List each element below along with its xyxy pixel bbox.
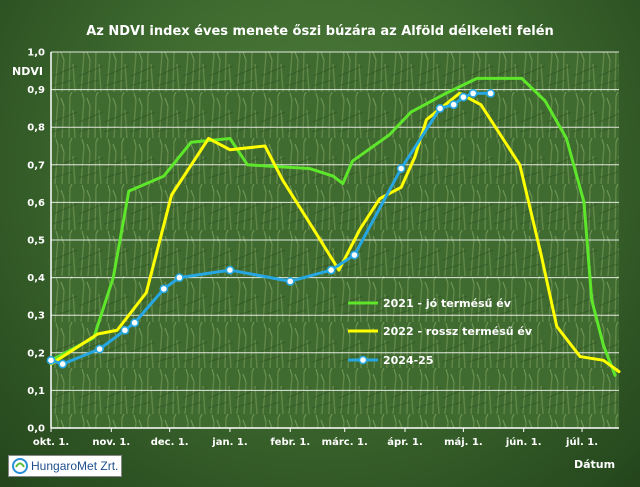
y-tick-label: 1,0: [27, 48, 45, 59]
gridlines: [50, 51, 619, 429]
x-tick-label: okt. 1.: [33, 437, 69, 448]
y-axis-label: NDVI: [12, 65, 43, 78]
data-point: [458, 92, 468, 102]
data-point: [174, 273, 184, 282]
y-tick-label: 0,1: [27, 386, 45, 397]
hungaromet-logo-icon: [12, 458, 28, 474]
data-point: [468, 88, 478, 98]
chart-title: Az NDVI index éves menete őszi búzára az…: [86, 24, 554, 39]
x-axis-label: Dátum: [574, 458, 615, 471]
x-tick-label: nov. 1.: [92, 437, 130, 448]
data-point: [130, 318, 140, 328]
y-tick-label: 0,5: [27, 236, 45, 247]
y-tick-label: 0,4: [27, 273, 45, 284]
y-tick-label: 0,6: [27, 198, 45, 209]
legend-marker: [358, 355, 368, 365]
y-tick-label: 0,9: [27, 85, 45, 96]
y-tick-labels: 0,0 0,1 0,2 0,3 0,4 0,5 0,6 0,7 0,8 0,9 1,0: [27, 48, 45, 435]
x-tick-label: júl. 1.: [565, 436, 598, 448]
x-tick-label: jan. 1.: [211, 437, 247, 448]
hungaromet-logo: HungaroMet Zrt.: [8, 455, 122, 477]
y-tick-label: 0,3: [27, 311, 45, 322]
logo-text: HungaroMet Zrt.: [31, 459, 119, 473]
y-tick-label: 0,8: [27, 123, 45, 134]
data-point: [486, 88, 496, 98]
data-point: [120, 325, 130, 335]
data-point: [396, 164, 406, 173]
legend-label: 2021 - jó termésű év: [383, 297, 512, 310]
data-point: [285, 276, 295, 286]
x-tick-label: máj. 1.: [444, 436, 483, 448]
legend-label: 2024-25: [383, 354, 434, 367]
data-point: [449, 100, 459, 110]
legend-label: 2022 - rossz termésű év: [383, 325, 533, 338]
data-point: [95, 344, 105, 354]
series-line-2: [49, 91, 621, 374]
x-tick-label: ápr. 1.: [387, 436, 422, 448]
y-tick-label: 0,7: [27, 160, 45, 171]
y-tick-label: 0,0: [27, 424, 45, 435]
data-point: [58, 359, 68, 369]
x-tick-label: febr. 1.: [270, 437, 310, 448]
data-point: [326, 265, 336, 275]
y-tick-label: 0,2: [27, 348, 45, 359]
data-point: [225, 265, 235, 275]
data-point: [350, 250, 359, 260]
data-point: [435, 104, 445, 113]
data-point: [46, 355, 56, 365]
data-point: [159, 284, 169, 294]
series-lines: [46, 76, 621, 377]
x-tick-label: dec. 1.: [151, 437, 189, 448]
x-tick-label: jún. 1.: [505, 436, 542, 448]
x-tick-labels: okt. 1. nov. 1. dec. 1. jan. 1. febr. 1. márc…: [33, 428, 598, 448]
legend: 2021 - jó termésű év 2022 - rossz termésű…: [348, 297, 533, 367]
x-tick-label: márc. 1.: [322, 436, 368, 448]
series-line-1: [49, 76, 617, 377]
